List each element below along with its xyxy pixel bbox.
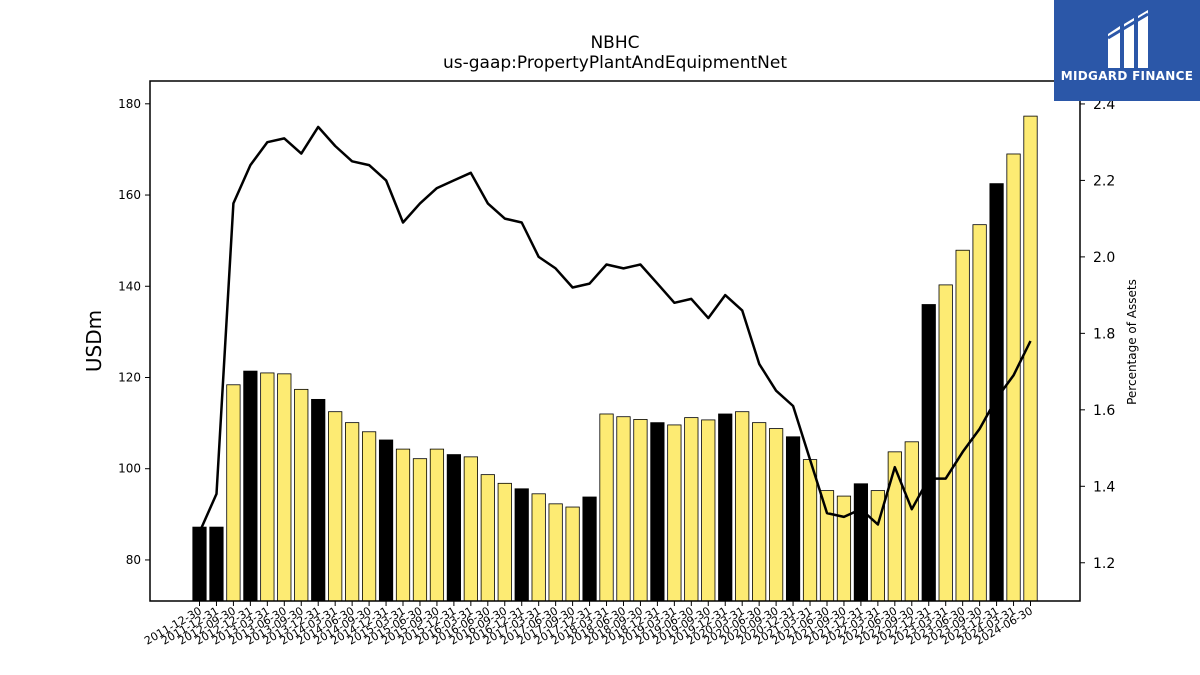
- y-right-axis-label: Percentage of Assets: [1125, 279, 1139, 405]
- y-right-tick-label: 1.8: [1093, 326, 1115, 342]
- bar: [735, 411, 750, 602]
- bar: [582, 496, 597, 602]
- chart-title: NBHC: [590, 33, 640, 53]
- bar: [497, 482, 512, 602]
- bar: [361, 431, 377, 602]
- bar: [328, 411, 343, 602]
- bar: [701, 419, 716, 602]
- bar: [667, 424, 682, 602]
- bar: [650, 422, 665, 602]
- bar: [548, 503, 563, 602]
- bar: [718, 413, 733, 602]
- bar: [209, 526, 224, 602]
- logo-mark-icon: [1107, 10, 1149, 68]
- bar: [599, 413, 614, 602]
- bar: [226, 384, 241, 602]
- bar: [446, 454, 461, 602]
- bar: [192, 526, 207, 602]
- percentage-line: [198, 125, 1032, 533]
- brand-logo: MIDGARD FINANCE: [1054, 0, 1200, 101]
- bar: [684, 417, 699, 602]
- bar: [853, 483, 869, 602]
- bar: [260, 372, 275, 602]
- bar: [480, 474, 495, 602]
- y-right-tick-label: 1.4: [1093, 479, 1115, 495]
- bar: [277, 373, 292, 602]
- bar: [752, 422, 767, 602]
- bar: [565, 506, 580, 602]
- bar: [378, 439, 394, 602]
- bar: [311, 398, 326, 602]
- bar: [938, 284, 953, 602]
- bar: [921, 304, 936, 602]
- bar: [819, 490, 835, 602]
- bar: [904, 441, 919, 602]
- bar: [345, 422, 360, 602]
- bar: [531, 493, 546, 602]
- bar: [463, 456, 478, 602]
- bar: [785, 436, 801, 602]
- y-left-tick-label: 180: [118, 97, 141, 111]
- logo-text: MIDGARD FINANCE: [1060, 69, 1194, 83]
- y-left-axis-label: USDm: [82, 310, 106, 372]
- bar: [836, 495, 852, 602]
- bar: [616, 416, 631, 602]
- y-left-tick-label: 120: [118, 370, 141, 384]
- bar: [395, 448, 411, 602]
- bar: [514, 488, 529, 602]
- y-left-tick-label: 100: [118, 462, 141, 476]
- plot-frame: [149, 80, 1081, 602]
- y-right-tick-label: 2.2: [1093, 173, 1115, 189]
- bar: [1023, 115, 1038, 602]
- y-right-tick-label: 1.2: [1093, 556, 1115, 572]
- bar: [955, 249, 970, 602]
- bar: [633, 419, 648, 602]
- y-right-tick-label: 1.6: [1093, 403, 1115, 419]
- bar: [1006, 153, 1021, 602]
- y-left-tick-label: 80: [126, 553, 141, 567]
- chart-subtitle: us-gaap:PropertyPlantAndEquipmentNet: [443, 53, 787, 73]
- bar: [429, 448, 445, 602]
- bar: [243, 370, 258, 602]
- bar: [802, 459, 818, 602]
- y-left-tick-label: 140: [118, 279, 141, 293]
- bar: [769, 428, 784, 602]
- bar: [294, 388, 309, 602]
- y-left-tick-label: 160: [118, 188, 141, 202]
- bar: [887, 451, 902, 602]
- y-right-tick-label: 2.0: [1093, 250, 1115, 266]
- bar: [972, 224, 987, 602]
- bar: [412, 458, 428, 602]
